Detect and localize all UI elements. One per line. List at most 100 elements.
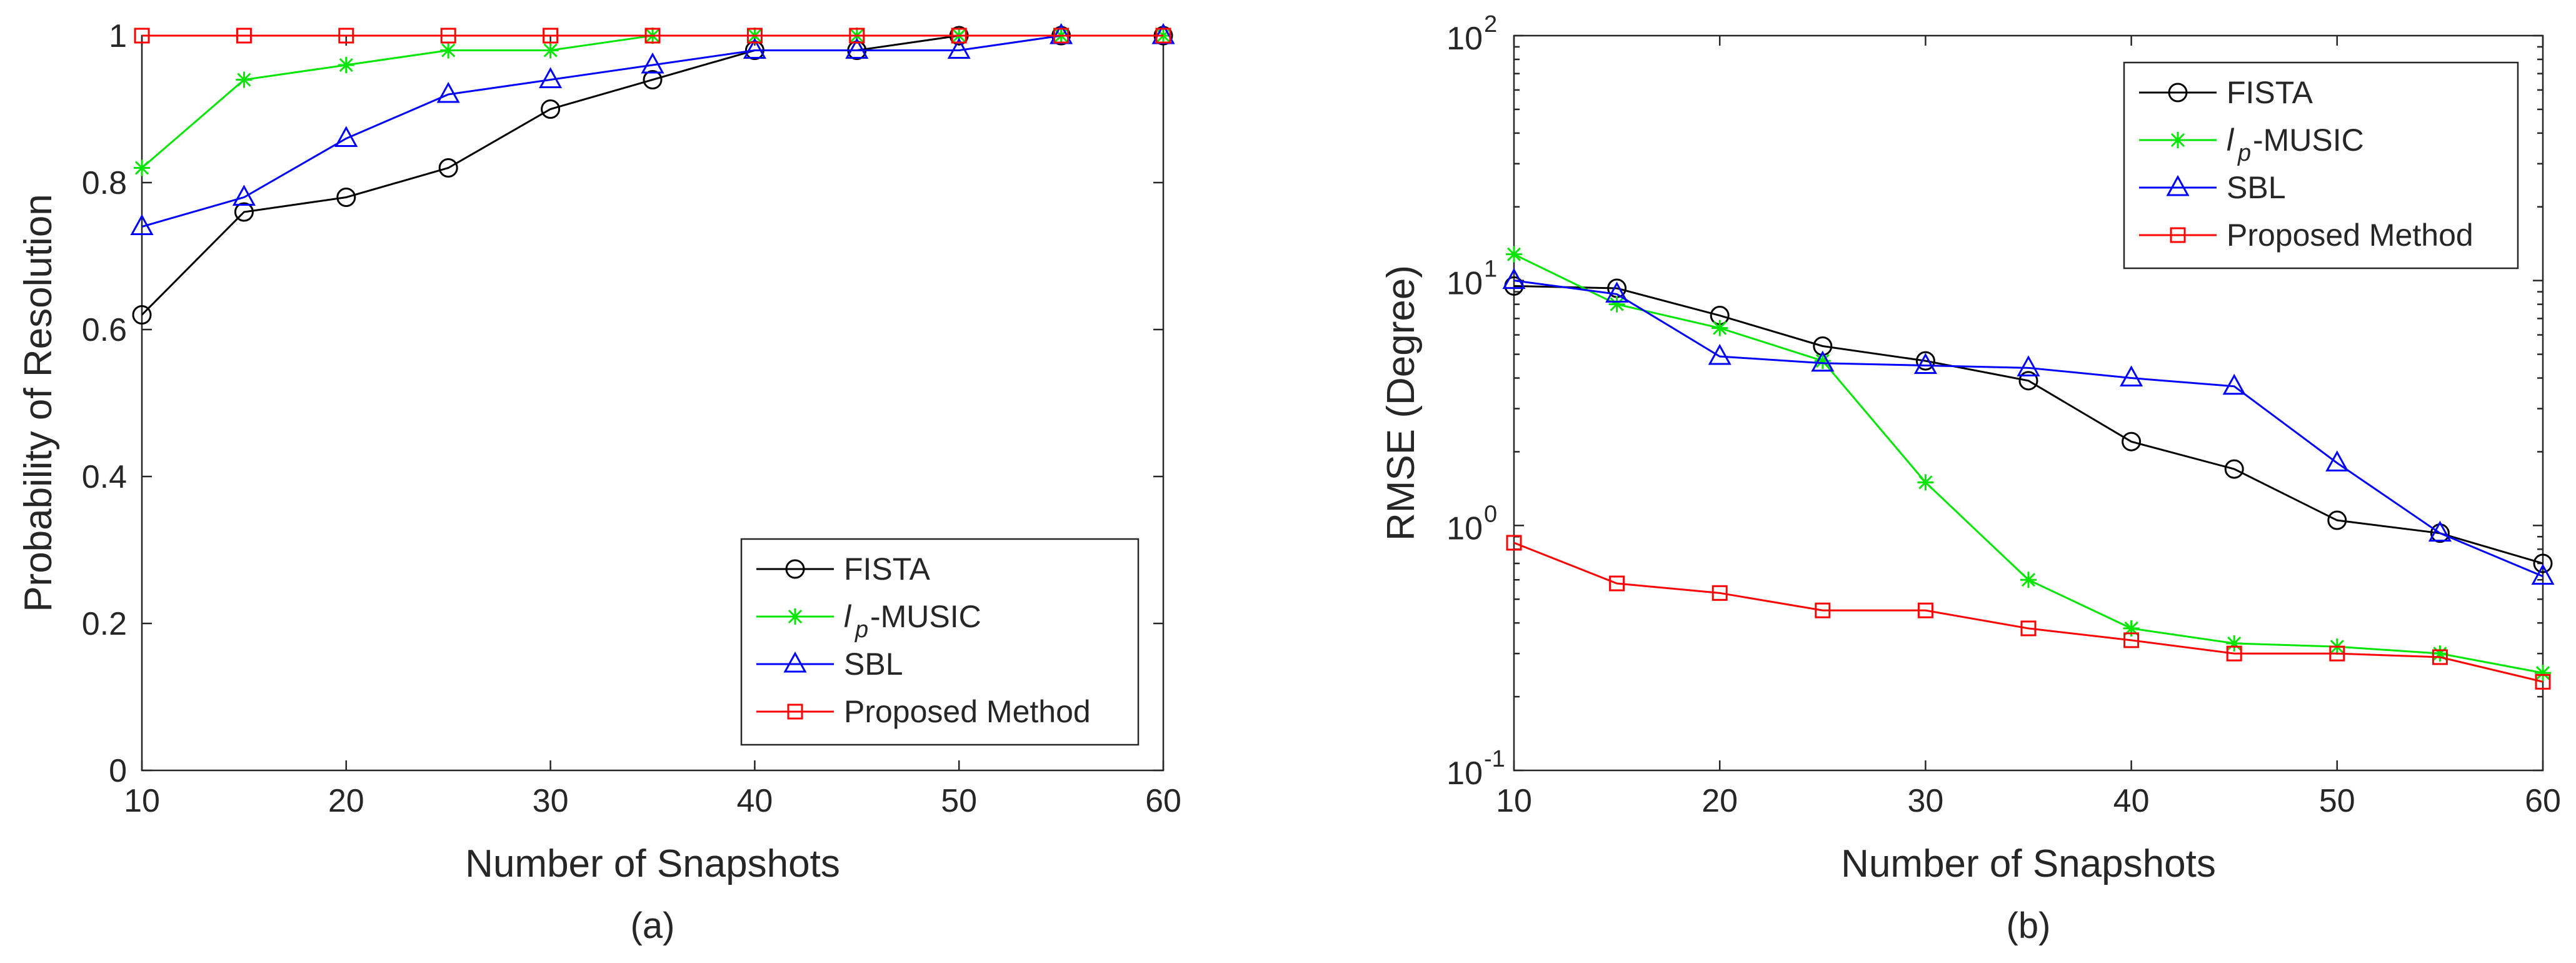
data-point: [2224, 459, 2244, 479]
data-point: [2327, 510, 2347, 530]
data-point: [1815, 602, 1831, 618]
legend-label-main: l: [844, 599, 852, 634]
data-point: [1155, 28, 1171, 44]
data-point: [541, 99, 561, 119]
legend: FISTA l p -MUSIC SBL Proposed Method: [740, 538, 1140, 746]
x-tick-label: 50: [2319, 783, 2355, 819]
series-lp-music: [1506, 246, 2551, 682]
legend-marker: [2170, 227, 2186, 243]
data-point: [2533, 553, 2553, 573]
series-proposed-method: [1506, 535, 2551, 690]
data-point: [951, 28, 967, 44]
legend-entry: l p -MUSIC: [756, 599, 981, 643]
series-line: [141, 34, 1163, 228]
series-line: [1513, 253, 2543, 674]
data-point: [2325, 450, 2349, 471]
data-point: [947, 38, 971, 59]
data-point: [2120, 365, 2143, 387]
data-point: [232, 184, 256, 206]
data-point: [336, 188, 356, 207]
data-point: [1708, 343, 1732, 365]
y-tick-label: 10: [1446, 266, 1483, 302]
y-tick-label: 0.4: [82, 459, 127, 495]
panel-label: (a): [631, 905, 675, 946]
data-point: [2123, 632, 2140, 648]
x-tick-label: 10: [124, 783, 160, 819]
legend: FISTA l p -MUSIC SBL Proposed Method: [2123, 61, 2519, 270]
legend-marker: [787, 703, 803, 720]
data-point: [1915, 351, 1935, 371]
y-tick-label: 0.8: [82, 165, 127, 201]
data-point: [542, 42, 559, 59]
data-point: [236, 71, 253, 88]
legend-label: FISTA: [2227, 75, 2313, 110]
x-tick-label: 30: [533, 783, 569, 819]
y-tick-label: 10: [1446, 755, 1483, 792]
data-point: [2535, 665, 2551, 682]
legend-label: Proposed Method: [2227, 218, 2473, 253]
data-point: [2329, 645, 2345, 662]
data-point: [2018, 371, 2038, 391]
data-point: [845, 38, 869, 59]
legend-entry: l p -MUSIC: [2139, 123, 2364, 166]
legend-marker: [2166, 174, 2190, 196]
legend-label: FISTA: [844, 552, 931, 587]
legend-box: [740, 538, 1140, 746]
data-point: [539, 67, 563, 88]
x-tick-label: 10: [1496, 783, 1532, 819]
data-point: [436, 81, 460, 103]
plot-area: [1513, 34, 2544, 772]
data-point: [440, 42, 457, 59]
y-tick-label: 0.6: [82, 312, 127, 348]
data-point: [2020, 620, 2037, 637]
y-tick-exponent: 1: [1484, 256, 1497, 283]
legend-label: SBL: [844, 647, 903, 682]
data-point: [1502, 268, 1526, 290]
y-axis-title: RMSE (Degree): [1380, 265, 1423, 541]
data-point: [130, 214, 154, 235]
y-tick-label: 10: [1446, 510, 1483, 547]
y-axis-title: Probability of Resolution: [17, 194, 60, 612]
data-point: [1608, 296, 1625, 313]
data-point: [641, 52, 664, 74]
legend-marker: [785, 559, 805, 579]
y-tick-exponent: -1: [1484, 746, 1505, 772]
data-point: [643, 70, 663, 89]
data-point: [334, 126, 358, 147]
series-line: [141, 34, 1163, 316]
y-tick-exponent: 2: [1484, 11, 1497, 38]
data-point: [1811, 350, 1835, 372]
series-lp-music: [134, 28, 1171, 176]
legend-label-sub: p: [2237, 140, 2251, 166]
data-point: [2226, 645, 2242, 662]
data-point: [743, 38, 766, 59]
legend-marker: [787, 608, 803, 625]
series-fista: [132, 26, 1173, 325]
data-point: [2226, 635, 2243, 652]
data-point: [1609, 575, 1625, 592]
data-point: [2535, 673, 2551, 690]
data-point: [1917, 474, 1934, 491]
data-point: [1913, 353, 1937, 374]
x-tick-label: 60: [1145, 783, 1181, 819]
x-tick-label: 50: [941, 783, 977, 819]
data-point: [440, 28, 456, 44]
data-point: [2017, 355, 2040, 376]
data-point: [2432, 645, 2448, 662]
panel-a: 10 20 30 40 50 60 0 0.2 0.4 0.6 0.8 1 Number of Snap…: [17, 18, 1181, 946]
data-point: [2123, 620, 2140, 637]
y-tick-label: 0.2: [82, 606, 127, 642]
series-sbl: [1502, 268, 2555, 585]
x-tick-label: 60: [2525, 783, 2561, 819]
data-point: [1053, 28, 1070, 44]
legend-entry: SBL: [2139, 170, 2286, 205]
series-line: [1513, 280, 2543, 578]
legend-label-rest: -MUSIC: [870, 599, 981, 634]
data-point: [1605, 281, 1629, 303]
series-proposed-method: [134, 28, 1171, 44]
x-tick-label: 40: [736, 783, 773, 819]
data-point: [132, 305, 152, 325]
x-tick-label: 40: [2113, 783, 2150, 819]
